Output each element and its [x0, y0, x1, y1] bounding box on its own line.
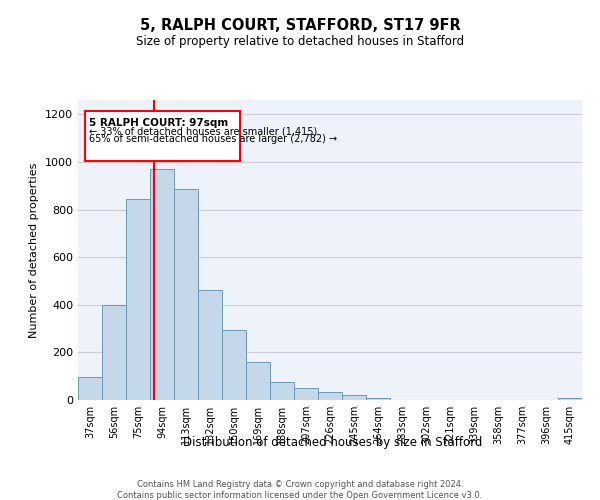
Bar — [222, 330, 246, 400]
Bar — [366, 398, 390, 400]
Text: 5 RALPH COURT: 97sqm: 5 RALPH COURT: 97sqm — [89, 118, 228, 128]
Text: Distribution of detached houses by size in Stafford: Distribution of detached houses by size … — [184, 436, 482, 449]
Y-axis label: Number of detached properties: Number of detached properties — [29, 162, 40, 338]
Text: Size of property relative to detached houses in Stafford: Size of property relative to detached ho… — [136, 35, 464, 48]
Bar — [294, 388, 318, 400]
Text: 65% of semi-detached houses are larger (2,782) →: 65% of semi-detached houses are larger (… — [89, 134, 337, 144]
Text: 5, RALPH COURT, STAFFORD, ST17 9FR: 5, RALPH COURT, STAFFORD, ST17 9FR — [140, 18, 460, 32]
Bar — [342, 395, 366, 400]
Bar — [126, 199, 150, 400]
Bar — [150, 169, 174, 400]
Bar — [246, 362, 270, 400]
Text: ← 33% of detached houses are smaller (1,415): ← 33% of detached houses are smaller (1,… — [89, 126, 317, 136]
Bar — [78, 378, 102, 400]
Text: Contains public sector information licensed under the Open Government Licence v3: Contains public sector information licen… — [118, 491, 482, 500]
Bar — [102, 305, 126, 400]
Bar — [318, 392, 342, 400]
Bar — [174, 190, 198, 400]
Text: Contains HM Land Registry data © Crown copyright and database right 2024.: Contains HM Land Registry data © Crown c… — [137, 480, 463, 489]
Bar — [270, 382, 294, 400]
Bar — [198, 290, 222, 400]
Bar — [85, 110, 240, 162]
Bar — [558, 398, 582, 400]
